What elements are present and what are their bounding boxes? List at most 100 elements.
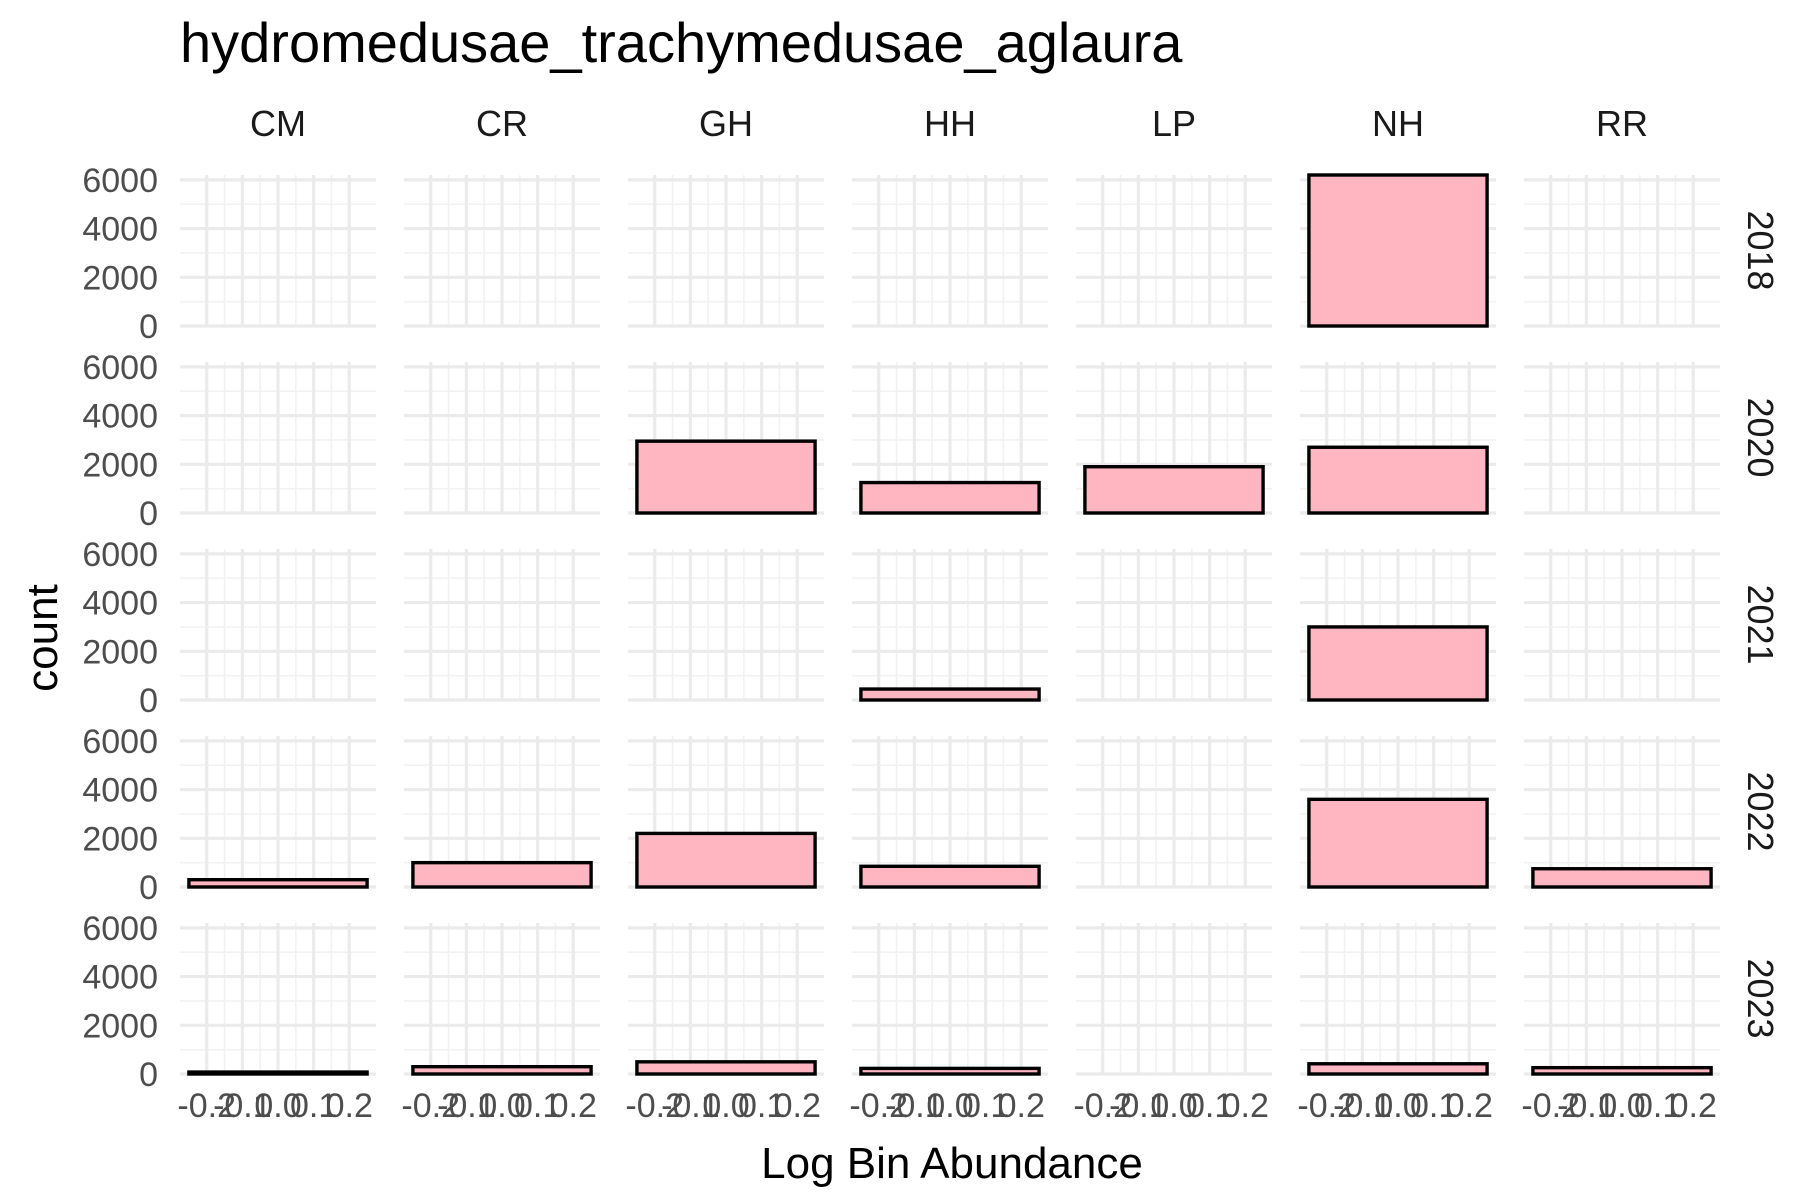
bar-cr-2023	[411, 1064, 593, 1076]
x-tick-label: 0.1	[1410, 1087, 1457, 1125]
x-tick-label: -0.1	[1333, 1087, 1392, 1125]
x-tick-label: -0.2	[1073, 1087, 1132, 1125]
facet-panel-cm-2020	[180, 362, 376, 515]
facet-panel-cm-2021	[180, 549, 376, 702]
facet-panel-lp-2018	[1076, 175, 1272, 328]
facet-column-label-nh: NH	[1372, 103, 1424, 144]
x-tick-label: 0.0	[478, 1087, 525, 1125]
bar-nh-2022	[1307, 797, 1489, 889]
facet-panel-nh-2018	[1300, 173, 1496, 328]
x-tick-label: 0.0	[926, 1087, 973, 1125]
x-tick-label: 0.0	[1598, 1087, 1645, 1125]
bar-hh-2021	[859, 687, 1041, 702]
bar-hh-2022	[859, 864, 1041, 889]
y-tick-label: 2000	[82, 1007, 158, 1045]
facet-column-label-gh: GH	[699, 103, 753, 144]
bar-nh-2020	[1307, 445, 1489, 515]
facet-row-label-2022: 2022	[1740, 771, 1781, 851]
facet-panel-rr-2021	[1524, 549, 1720, 702]
x-tick-label: -0.1	[213, 1087, 272, 1125]
facet-panel-cm-2023	[180, 923, 376, 1076]
y-tick-label: 2000	[82, 820, 158, 858]
x-axis-title: Log Bin Abundance	[761, 1139, 1143, 1188]
chart-title: hydromedusae_trachymedusae_aglaura	[180, 11, 1183, 74]
x-tick-label: 0.0	[254, 1087, 301, 1125]
facet-column-label-hh: HH	[924, 103, 976, 144]
y-tick-label: 6000	[82, 162, 158, 200]
facet-panel-hh-2023	[852, 923, 1048, 1076]
facet-panel-cm-2018	[180, 175, 376, 328]
x-tick-label: 0.1	[738, 1087, 785, 1125]
facet-panel-gh-2021	[628, 549, 824, 702]
x-tick-label: -0.2	[1521, 1087, 1580, 1125]
facet-panel-cr-2020	[404, 362, 600, 515]
y-tick-label: 4000	[82, 585, 158, 623]
facet-panel-rr-2022	[1524, 736, 1720, 889]
bar-nh-2018	[1307, 173, 1489, 328]
facet-row-label-2018: 2018	[1740, 210, 1781, 290]
x-tick-label: -0.2	[625, 1087, 684, 1125]
facet-column-label-rr: RR	[1596, 103, 1648, 144]
x-tick-label: 0.1	[1634, 1087, 1681, 1125]
bar-rr-2023	[1531, 1065, 1713, 1076]
y-tick-label: 2000	[82, 446, 158, 484]
y-tick-label: 4000	[82, 959, 158, 997]
bar-hh-2020	[859, 480, 1041, 515]
x-tick-label: 0.2	[1222, 1087, 1269, 1125]
facet-panel-hh-2018	[852, 175, 1048, 328]
facet-panel-rr-2018	[1524, 175, 1720, 328]
y-tick-label: 0	[139, 682, 158, 720]
y-tick-label: 2000	[82, 633, 158, 671]
y-tick-label: 2000	[82, 259, 158, 297]
facet-column-label-cm: CM	[250, 103, 306, 144]
bar-rr-2022	[1531, 867, 1713, 889]
x-tick-label: -0.1	[661, 1087, 720, 1125]
y-tick-label: 4000	[82, 772, 158, 810]
facet-panel-rr-2020	[1524, 362, 1720, 515]
y-tick-label: 4000	[82, 398, 158, 436]
facet-panel-rr-2023	[1524, 923, 1720, 1076]
bar-cr-2022	[411, 860, 593, 889]
y-tick-label: 0	[139, 1056, 158, 1094]
facet-panel-nh-2023	[1300, 923, 1496, 1076]
x-tick-label: -0.2	[849, 1087, 908, 1125]
facet-column-label-cr: CR	[476, 103, 528, 144]
facet-panel-hh-2022	[852, 736, 1048, 889]
bar-lp-2020	[1083, 465, 1265, 515]
bar-gh-2022	[635, 831, 817, 889]
facet-panel-lp-2020	[1076, 362, 1272, 515]
x-tick-label: -0.1	[885, 1087, 944, 1125]
x-tick-label: -0.1	[1557, 1087, 1616, 1125]
facet-panel-nh-2020	[1300, 362, 1496, 515]
facet-panel-cr-2022	[404, 736, 600, 889]
y-tick-label: 6000	[82, 910, 158, 948]
x-tick-label: 0.2	[550, 1087, 597, 1125]
x-tick-label: 0.1	[1186, 1087, 1233, 1125]
x-tick-label: -0.1	[1109, 1087, 1168, 1125]
x-tick-label: -0.2	[1297, 1087, 1356, 1125]
y-tick-label: 0	[139, 495, 158, 533]
bar-nh-2021	[1307, 625, 1489, 702]
x-tick-label: 0.1	[290, 1087, 337, 1125]
facet-panel-lp-2021	[1076, 549, 1272, 702]
facet-panel-cr-2023	[404, 923, 600, 1076]
facet-panel-gh-2020	[628, 362, 824, 515]
facet-panels: 0 2000 4000 6000 2018 0 2000 4000 6000 2020 0 2000 4…	[82, 103, 1781, 1125]
x-tick-label: 0.0	[1150, 1087, 1197, 1125]
facet-row-label-2021: 2021	[1740, 584, 1781, 664]
bar-cm-2023	[187, 1070, 369, 1076]
facet-panel-nh-2022	[1300, 736, 1496, 889]
x-tick-label: 0.2	[774, 1087, 821, 1125]
facet-panel-gh-2023	[628, 923, 824, 1076]
y-tick-label: 4000	[82, 211, 158, 249]
y-tick-label: 6000	[82, 536, 158, 574]
x-tick-label: -0.2	[177, 1087, 236, 1125]
facet-panel-gh-2018	[628, 175, 824, 328]
facet-panel-lp-2022	[1076, 736, 1272, 889]
x-tick-label: 0.1	[514, 1087, 561, 1125]
bar-hh-2023	[859, 1066, 1041, 1076]
facet-row-label-2023: 2023	[1740, 958, 1781, 1038]
facet-column-label-lp: LP	[1152, 103, 1196, 144]
